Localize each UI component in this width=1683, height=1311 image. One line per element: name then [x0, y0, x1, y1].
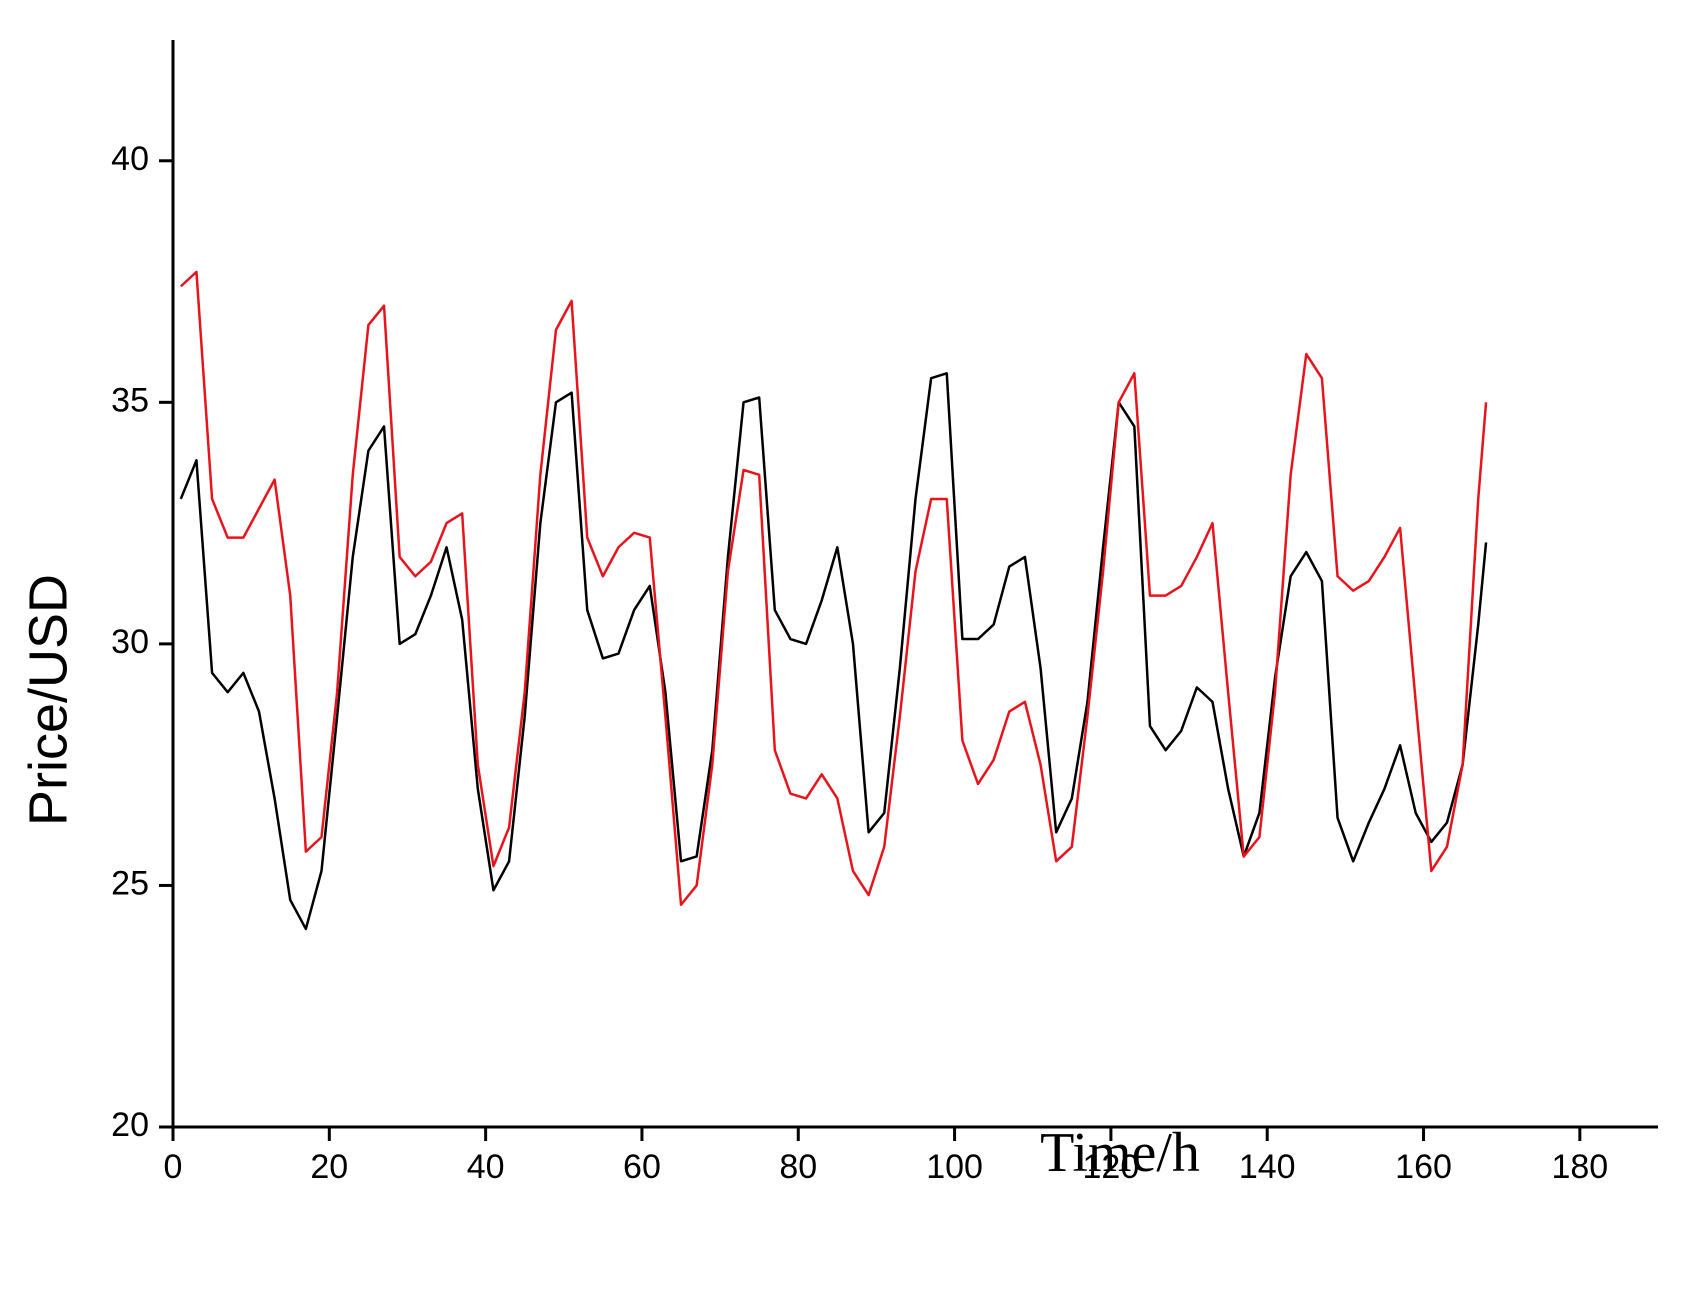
y-tick-label: 35 [111, 381, 149, 419]
x-tick-label: 160 [1395, 1148, 1452, 1186]
x-tick-label: 120 [1083, 1148, 1140, 1186]
x-tick-label: 100 [926, 1148, 983, 1186]
line-series [179, 270, 1488, 907]
x-axis-title: Time/h [1040, 1122, 1200, 1184]
line-series [179, 372, 1488, 931]
x-tick-label: 20 [310, 1148, 348, 1186]
x-tick-label: 40 [467, 1148, 505, 1186]
x-tick-label: 180 [1551, 1148, 1608, 1186]
x-tick-label: 0 [164, 1148, 183, 1186]
x-tick-label: 140 [1239, 1148, 1296, 1186]
y-tick-label: 25 [111, 864, 149, 902]
y-axis-title: Price/USD [18, 574, 78, 826]
y-tick-label: 30 [111, 623, 149, 661]
x-tick-label: 80 [779, 1148, 817, 1186]
x-tick-label: 60 [623, 1148, 661, 1186]
y-tick-label: 40 [111, 140, 149, 178]
y-tick-label: 20 [111, 1106, 149, 1144]
